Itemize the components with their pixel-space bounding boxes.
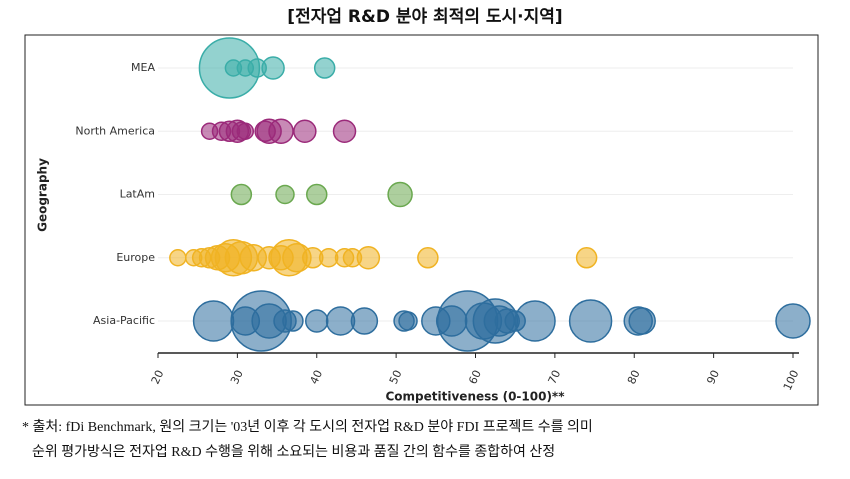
y-tick-label: LatAm [120,188,155,201]
bubble [268,118,294,144]
bubble [575,247,598,269]
x-tick-label: 80 [625,368,643,386]
bubble [313,57,336,79]
bubble [332,119,357,143]
bubble [192,300,235,342]
bubble [514,300,556,342]
bubble [261,56,285,80]
x-axis-title: Competitiveness (0-100)** [386,390,566,404]
y-tick-label: Asia-Pacific [93,314,155,327]
bubble [350,307,379,335]
bubble [398,311,418,331]
bubble [230,183,253,206]
x-tick-label: 60 [466,368,484,386]
bubble [417,247,439,269]
x-tick-label: 50 [387,368,405,386]
chart-title: [전자업 R&D 분야 최적의 도시·지역] [287,7,562,27]
x-tick-label: 70 [546,368,564,386]
footnote: 순위 평가방식은 전자업 R&D 수행을 위해 소요되는 비용과 품질 간의 함… [32,444,555,460]
bubble [568,299,613,343]
bubble [356,246,381,270]
x-tick-label: 40 [307,368,325,386]
bubble [305,309,329,333]
bubble [775,303,811,339]
bubble [236,122,255,140]
bubble [169,249,187,267]
bubble [306,183,328,206]
bubble [325,306,356,336]
chart-frame [24,34,819,406]
bubble [282,310,304,332]
y-tick-label: North America [75,124,155,137]
y-tick-label: Europe [116,251,155,264]
bubble [628,307,656,335]
x-tick-label: 100 [781,368,802,393]
bubble [387,181,413,208]
footnote: * 출처: fDi Benchmark, 원의 크기는 '03년 이후 각 도시… [22,419,593,435]
x-tick-label: 90 [704,368,722,386]
x-tick-label: 20 [149,368,167,386]
bubble [293,119,317,143]
y-axis-title: Geography [36,158,50,232]
x-tick-label: 30 [228,368,246,386]
y-tick-label: MEA [131,61,155,74]
bubble [275,184,295,205]
